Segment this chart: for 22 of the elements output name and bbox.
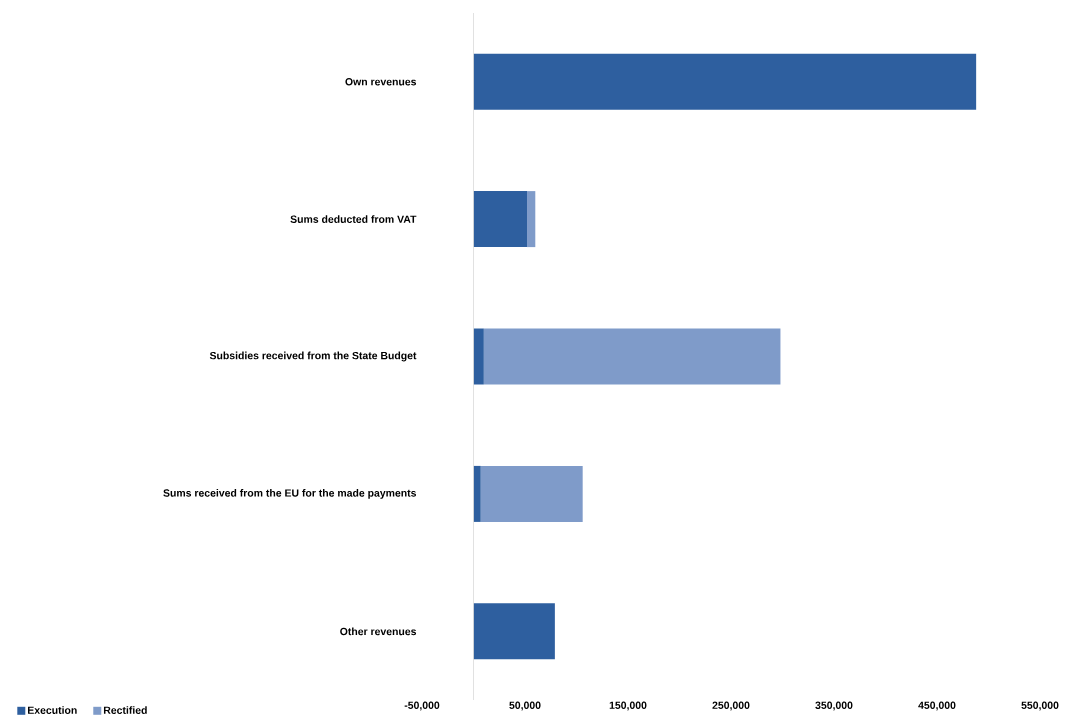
y-tick-label: Own revenues — [345, 78, 417, 86]
y-tick-label: Other revenues — [340, 627, 417, 636]
x-tick-label: 350,000 — [815, 701, 853, 711]
x-tick-label: 550,000 — [1021, 701, 1059, 711]
y-tick-label: Subsidies received from the State Budget — [209, 351, 417, 362]
bar — [483, 328, 781, 385]
bar — [473, 603, 555, 660]
bar — [473, 53, 977, 110]
legend-label: Execution — [28, 706, 77, 714]
x-tick-label: 150,000 — [609, 701, 647, 711]
x-tick-label: 450,000 — [918, 701, 956, 711]
y-tick-label: Sums received from the EU for the made payments — [163, 489, 417, 499]
x-tick-label: 50,000 — [509, 701, 541, 711]
x-tick-label: -50,000 — [404, 701, 440, 711]
bar — [527, 191, 536, 248]
x-tick-label: 250,000 — [712, 701, 750, 711]
bar — [473, 465, 481, 522]
y-tick-label: Sums deducted from VAT — [290, 215, 417, 223]
bar — [473, 191, 528, 248]
bar — [473, 328, 484, 385]
bar — [480, 465, 583, 522]
legend-label: Rectified — [103, 706, 147, 714]
